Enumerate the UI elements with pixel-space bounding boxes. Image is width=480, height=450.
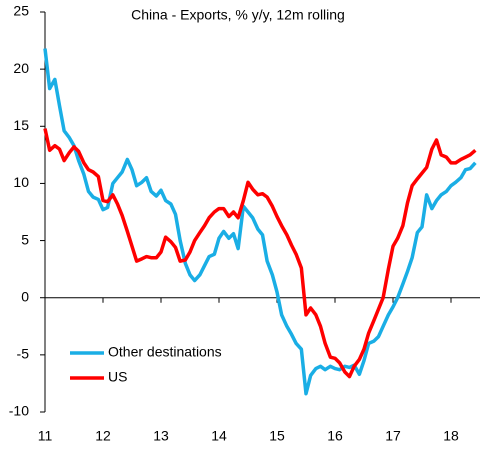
line-series: [43, 48, 477, 396]
y-tick-label: -5: [17, 346, 30, 362]
x-tick-label: 18: [443, 428, 459, 444]
legend-label: US: [108, 369, 127, 385]
x-tick-label: 14: [211, 428, 227, 444]
x-tick-label: 16: [327, 428, 343, 444]
y-tick-label: 25: [13, 3, 29, 19]
x-tick-label: 12: [95, 428, 111, 444]
y-tick-label: -10: [9, 403, 29, 419]
y-tick-label: 15: [13, 117, 29, 133]
line-series: [43, 128, 477, 379]
x-tick-label: 13: [153, 428, 169, 444]
x-tick-label: 11: [38, 428, 53, 444]
y-tick-label: 5: [21, 231, 29, 247]
x-tick-label: 17: [385, 428, 401, 444]
x-tick-label: 15: [269, 428, 285, 444]
y-tick-label: 10: [13, 174, 29, 190]
chart-title: China - Exports, % y/y, 12m rolling: [131, 7, 345, 23]
y-tick-label: 20: [13, 60, 29, 76]
y-tick-label: 0: [21, 288, 29, 304]
legend-label: Other destinations: [108, 344, 222, 360]
